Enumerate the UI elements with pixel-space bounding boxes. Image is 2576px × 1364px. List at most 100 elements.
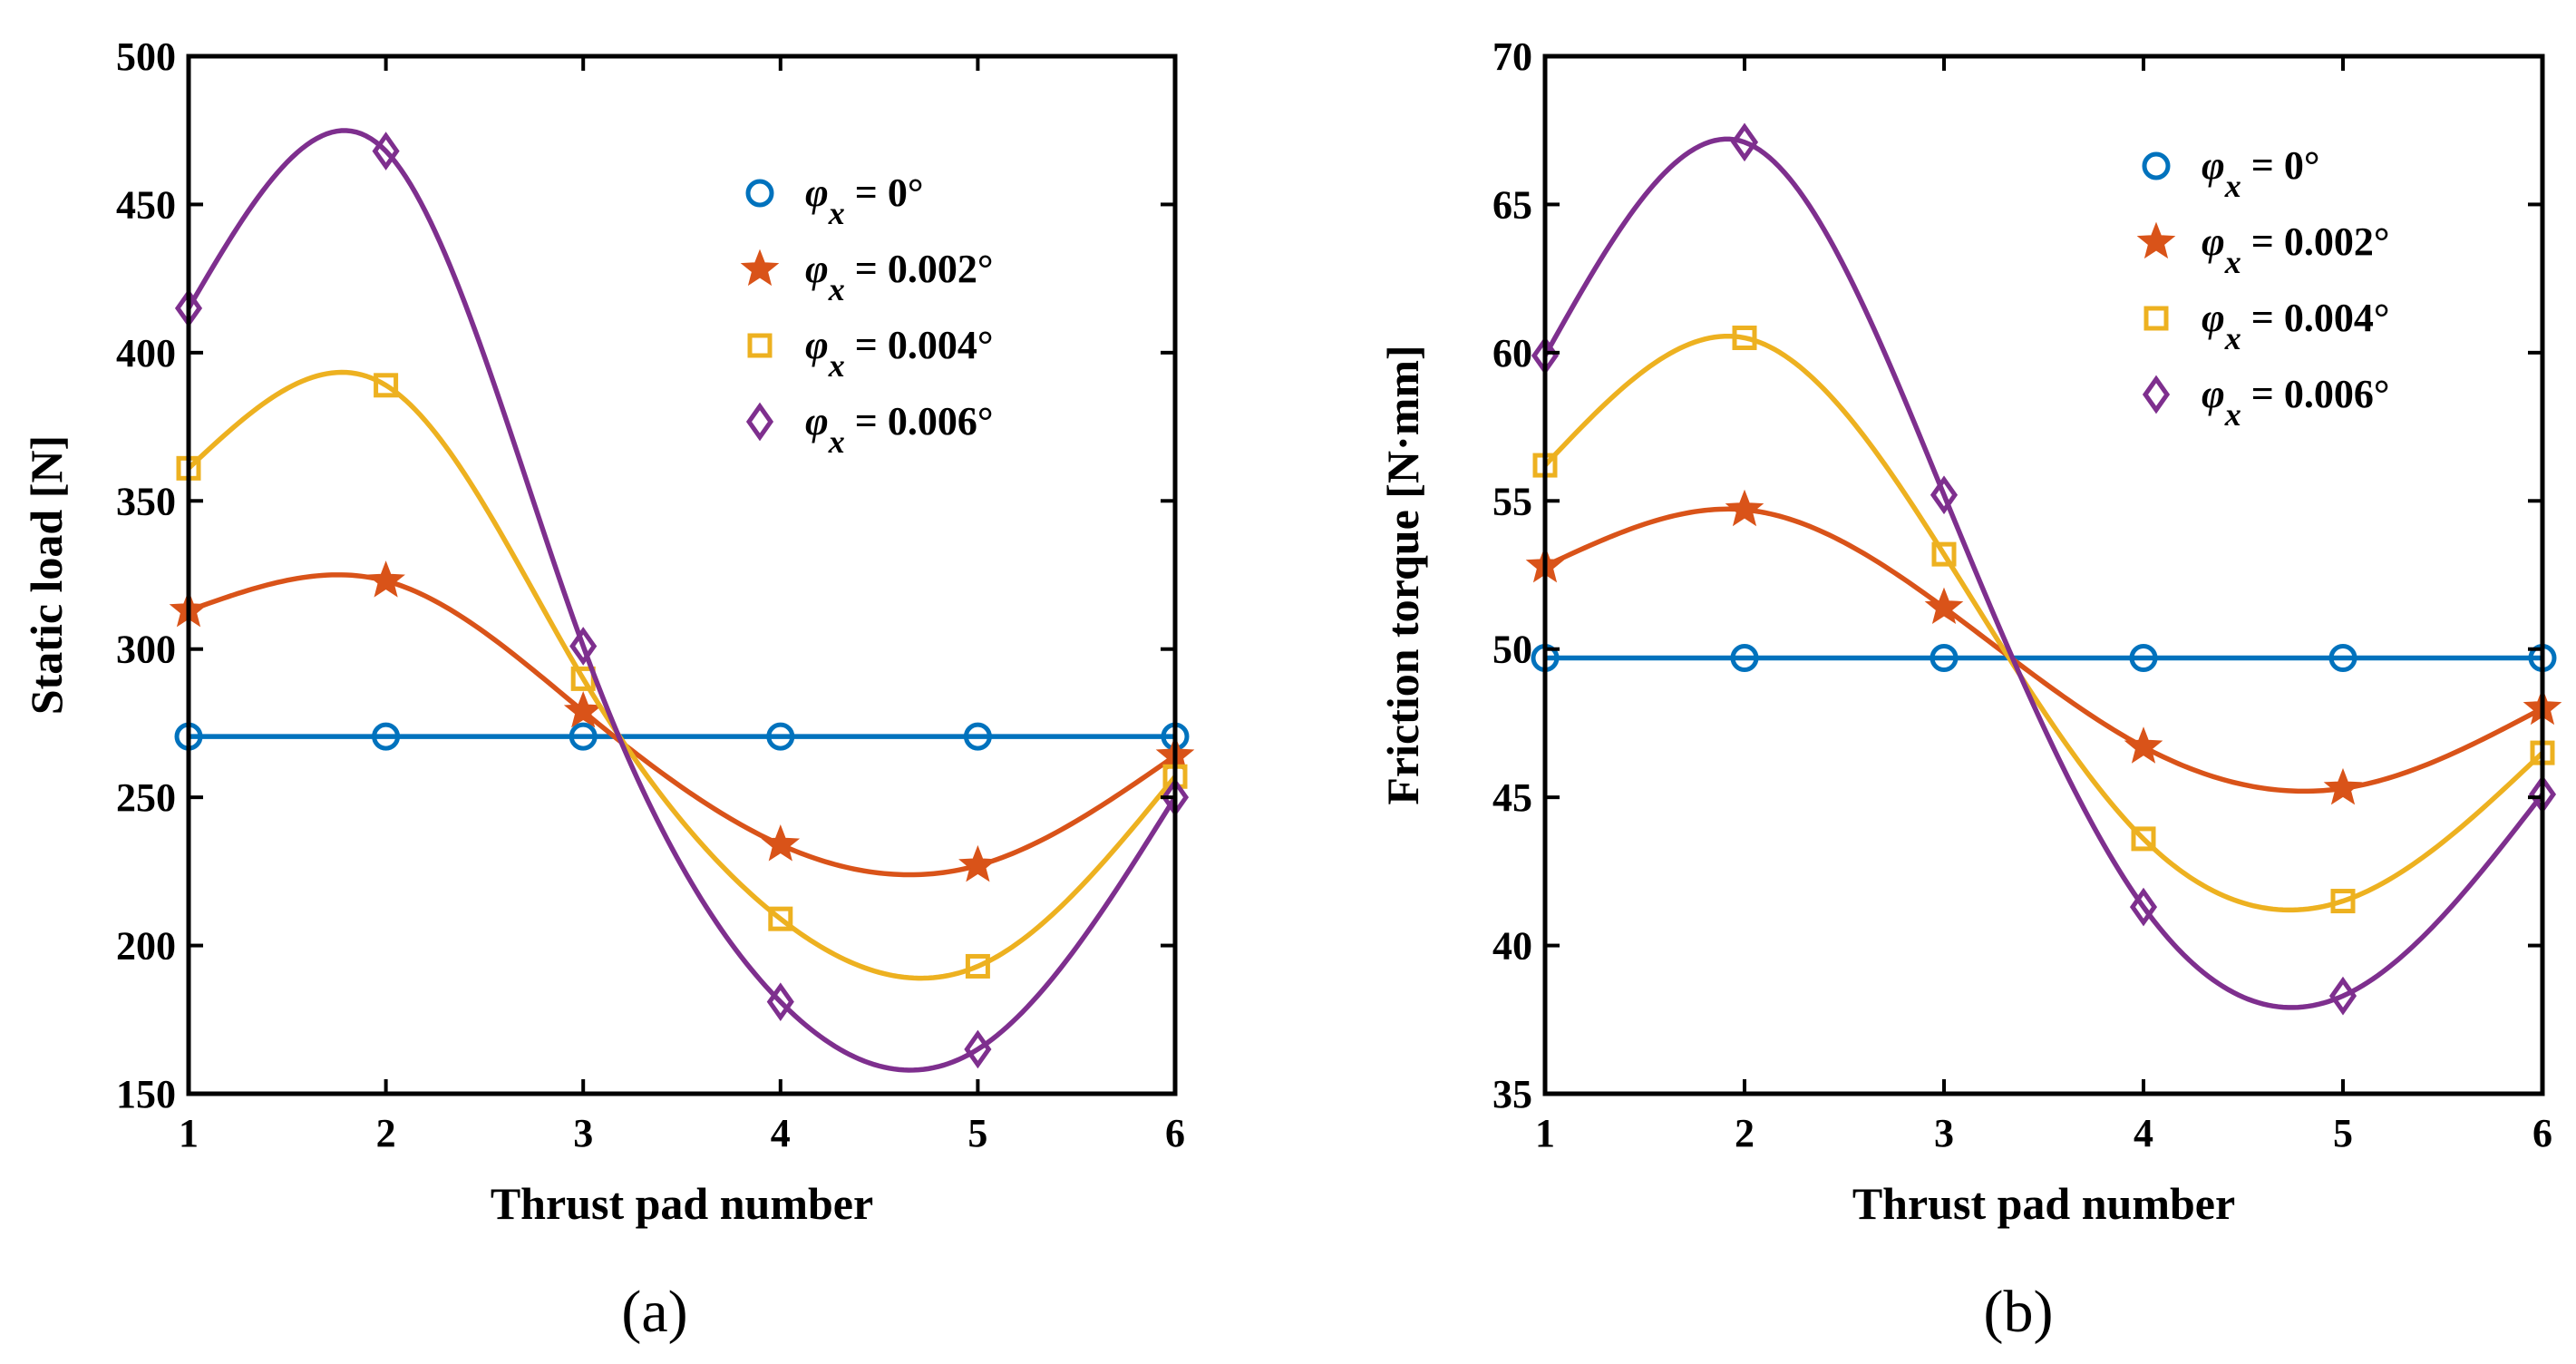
legend-entry-0: φx = 0° xyxy=(805,170,923,231)
legend-value: = 0.006° xyxy=(2241,372,2390,416)
y-tick-label: 70 xyxy=(1492,34,1532,79)
legend-symbol: φ xyxy=(2202,372,2225,416)
x-axis-title: Thrust pad number xyxy=(1852,1178,2235,1229)
data-point-0-1 xyxy=(372,722,401,751)
x-tick-label: 4 xyxy=(771,1111,791,1155)
legend-value: = 0° xyxy=(2241,143,2320,188)
legend-subscript: x xyxy=(2224,244,2241,280)
legend-entry-2: φx = 0.004° xyxy=(805,323,993,384)
data-point-0-3 xyxy=(766,722,795,751)
legend-symbol: φ xyxy=(2202,143,2225,188)
x-tick-label: 2 xyxy=(1735,1111,1755,1155)
data-point-2-2 xyxy=(1931,541,1957,567)
data-point-3-1 xyxy=(1730,122,1759,162)
data-point-2-1 xyxy=(1732,326,1757,351)
x-tick-label: 4 xyxy=(2134,1111,2153,1155)
chart-panel-a: 1 2 3 4 5 6 150 200 250 300 350 400 450 500 Thrust pad… xyxy=(21,34,1195,1345)
legend-subscript: x xyxy=(828,424,845,460)
data-point-3-4 xyxy=(964,1029,992,1069)
legend-entry-2: φx = 0.004° xyxy=(2202,296,2389,356)
y-axis-title: Static load [N] xyxy=(21,435,72,715)
data-point-3-2 xyxy=(1930,475,1959,515)
plot-frame xyxy=(1542,54,2545,1096)
data-point-0-3 xyxy=(2129,644,2158,673)
data-point-0-4 xyxy=(2328,644,2357,673)
y-tick-label: 65 xyxy=(1492,182,1532,227)
legend-symbol: φ xyxy=(805,399,829,443)
x-tick-label: 3 xyxy=(1934,1111,1954,1155)
data-point-2-3 xyxy=(2131,826,2156,852)
y-tick-label: 250 xyxy=(116,775,176,820)
legend-marker-2 xyxy=(2143,306,2169,331)
x-axis-title: Thrust pad number xyxy=(491,1178,873,1229)
data-point-1-4 xyxy=(958,844,997,882)
x-tick-label: 6 xyxy=(1165,1111,1185,1155)
legend-entry-3: φx = 0.006° xyxy=(2202,372,2389,433)
data-point-3-2 xyxy=(569,627,598,666)
data-point-0-2 xyxy=(1930,644,1959,673)
legend-subscript: x xyxy=(828,271,845,307)
x-tick-label: 5 xyxy=(2333,1111,2353,1155)
legend-marker-0 xyxy=(2142,151,2171,180)
series-line-1 xyxy=(1543,506,2544,794)
legend-value: = 0.006° xyxy=(845,399,994,443)
y-tick-label: 35 xyxy=(1492,1072,1532,1116)
data-point-3-4 xyxy=(2328,976,2357,1016)
legend-marker-0 xyxy=(745,179,774,208)
series-line-3 xyxy=(186,128,1178,1073)
panel-caption: (a) xyxy=(621,1279,687,1345)
data-point-0-4 xyxy=(963,722,992,751)
y-tick-label: 60 xyxy=(1492,331,1532,375)
legend-symbol: φ xyxy=(805,170,829,215)
y-tick-label: 350 xyxy=(116,479,176,523)
legend-subscript: x xyxy=(828,195,845,231)
y-axis-title: Friction torque [N·mm] xyxy=(1377,345,1428,804)
data-point-2-4 xyxy=(2330,889,2356,914)
legend-subscript: x xyxy=(2224,396,2241,433)
legend-marker-2 xyxy=(747,333,773,358)
legend-entry-0: φx = 0° xyxy=(2202,143,2319,204)
data-point-3-1 xyxy=(372,132,400,170)
y-tick-label: 40 xyxy=(1492,924,1532,969)
legend-entry-1: φx = 0.002° xyxy=(805,247,993,307)
data-point-1-4 xyxy=(2323,767,2363,805)
data-point-1-3 xyxy=(2124,726,2163,764)
legend-marker-1 xyxy=(740,248,780,287)
data-point-2-4 xyxy=(965,953,990,979)
legend-entry-1: φx = 0.002° xyxy=(2202,219,2389,280)
y-tick-label: 300 xyxy=(116,628,176,672)
series-line-2 xyxy=(1543,333,2544,913)
y-tick-label: 45 xyxy=(1492,775,1532,820)
data-point-2-1 xyxy=(374,373,399,398)
legend-symbol: φ xyxy=(2202,219,2225,264)
legend-value: = 0.004° xyxy=(845,323,994,367)
legend-symbol: φ xyxy=(805,247,829,291)
data-point-2-3 xyxy=(768,906,793,931)
x-tick-label: 1 xyxy=(179,1111,199,1155)
legend-symbol: φ xyxy=(805,323,829,367)
data-point-0-2 xyxy=(569,722,598,751)
data-point-3-3 xyxy=(2129,887,2158,927)
legend-entry-3: φx = 0.006° xyxy=(805,399,993,460)
legend-value: = 0.002° xyxy=(2241,219,2390,264)
data-point-1-2 xyxy=(1924,587,1964,625)
x-tick-label: 1 xyxy=(1535,1111,1555,1155)
legend-marker-3 xyxy=(745,402,774,442)
x-tick-label: 3 xyxy=(573,1111,593,1155)
legend-subscript: x xyxy=(2224,320,2241,356)
legend-subscript: x xyxy=(2224,168,2241,204)
legend-value: = 0° xyxy=(845,170,924,215)
data-point-1-3 xyxy=(761,824,801,862)
y-tick-label: 450 xyxy=(116,182,176,227)
y-tick-label: 50 xyxy=(1492,628,1532,672)
data-point-0-1 xyxy=(1730,644,1759,673)
y-tick-label: 400 xyxy=(116,331,176,375)
legend-marker-3 xyxy=(2142,375,2171,414)
y-tick-label: 500 xyxy=(116,34,176,79)
legend-marker-1 xyxy=(2136,221,2176,259)
series-line-2 xyxy=(187,369,1178,981)
x-tick-label: 5 xyxy=(967,1111,987,1155)
series-line-3 xyxy=(1542,136,2545,1010)
